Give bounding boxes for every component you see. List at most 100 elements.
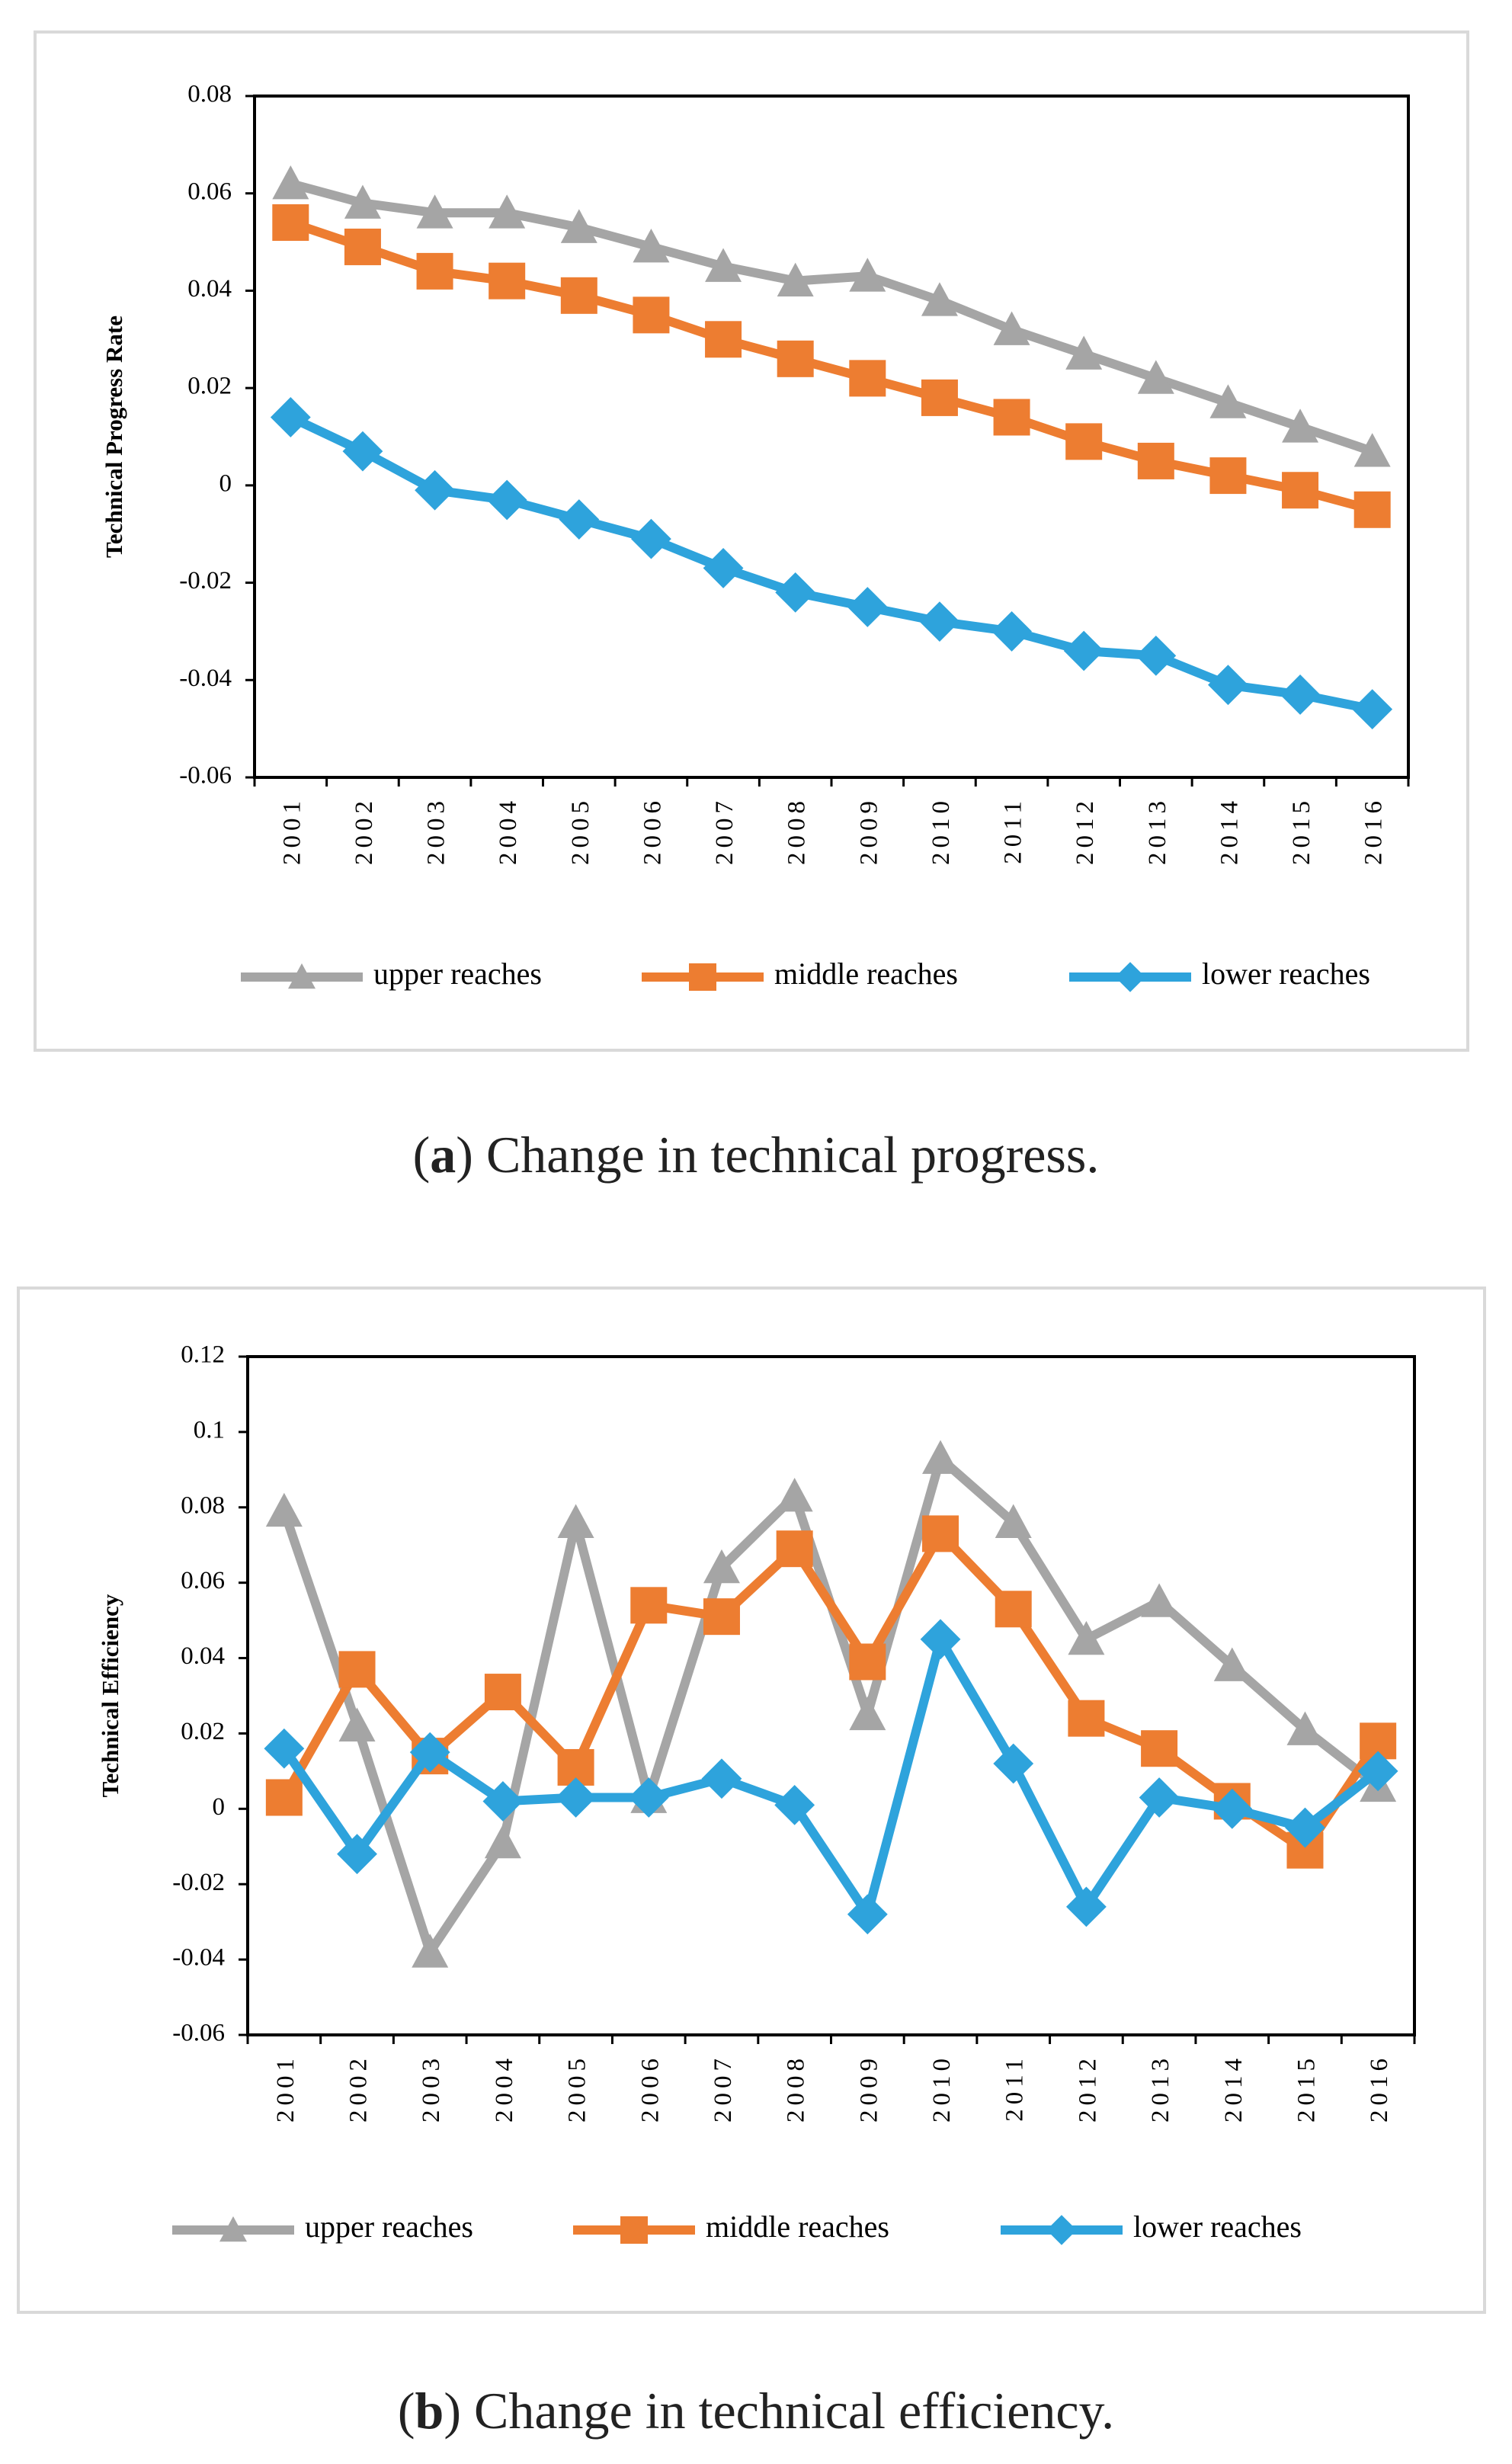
- chart-b-data-point: [337, 1834, 377, 1875]
- chart-a-series-lower-reaches: [270, 397, 1393, 729]
- chart-a-data-point: [1208, 665, 1248, 706]
- chart-b-xtick-label: 2002: [345, 2054, 373, 2123]
- chart-b-xtick-label: 2014: [1220, 2054, 1248, 2123]
- chart-b-series-lower-reaches: [264, 1619, 1398, 1935]
- caption-a: (a) Change in technical progress.: [412, 1126, 1100, 1184]
- chart-a-data-point: [921, 282, 958, 316]
- chart-b-legend-label: lower reaches: [1133, 2209, 1302, 2244]
- chart-a-ytick-label: 0.06: [187, 178, 232, 205]
- chart-b-data-point: [338, 1651, 376, 1688]
- caption-a-text: ) Change in technical progress.: [456, 1126, 1100, 1184]
- caption-b: (b) Change in technical efficiency.: [397, 2382, 1115, 2440]
- chart-a-series-line: [289, 179, 1374, 456]
- chart-b-xtick-label: 2015: [1293, 2054, 1320, 2123]
- chart-a-xtick-label: 2002: [351, 796, 378, 865]
- chart-a-data-point: [1209, 457, 1247, 495]
- chart-a-data-point: [705, 248, 742, 282]
- chart-b-svg: 0.12 0.1 0.08 0.06 0.04 0.02 0 -0.02 -0.04 -0.06 2…: [97, 1341, 1416, 2245]
- chart-b-data-point: [630, 1587, 668, 1624]
- chart-b-data-point: [556, 1777, 596, 1818]
- chart-b-xtick-label: 2013: [1147, 2054, 1174, 2123]
- chart-a-xtick-label: 2016: [1360, 796, 1388, 865]
- chart-b-data-point: [703, 1598, 740, 1636]
- chart-a-legend-item: upper reaches: [241, 956, 542, 991]
- chart-a-data-point: [633, 296, 670, 334]
- chart-a-legend-marker: [288, 963, 316, 989]
- chart-b-ytick-label: -0.02: [172, 1869, 225, 1896]
- chart-b-xtick-label: 2011: [1001, 2054, 1029, 2122]
- caption-a-letter: a: [430, 1126, 456, 1184]
- chart-a-data-point: [921, 379, 958, 416]
- chart-b-data-point: [482, 1781, 524, 1822]
- chart-b-data-point: [703, 1549, 740, 1584]
- chart-b-ytick-label: 0.1: [194, 1416, 225, 1443]
- chart-a-data-point: [560, 209, 597, 243]
- chart-a-series-line: [289, 218, 1374, 514]
- chart-a-data-point: [1282, 472, 1319, 509]
- chart-b-y-axis-title: Technical Efficiency: [97, 1594, 123, 1797]
- chart-a-xtick-label: 2013: [1144, 796, 1171, 865]
- chart-b-legend-label: upper reaches: [305, 2209, 473, 2244]
- chart-a-data-point: [703, 548, 744, 588]
- chart-a-data-point: [489, 262, 526, 300]
- chart-b-data-point: [993, 1743, 1034, 1784]
- chart-b-data-point: [265, 1492, 303, 1527]
- chart-a-data-point: [777, 340, 814, 377]
- chart-a-legend-label: upper reaches: [373, 956, 542, 991]
- chart-a-xtick-label: 2003: [423, 796, 450, 865]
- chart-a-data-point: [631, 518, 671, 559]
- chart-a-xtick-label: 2008: [783, 796, 811, 865]
- chart-a-ytick-label: -0.06: [179, 762, 232, 790]
- chart-b-data-point: [1066, 1886, 1107, 1927]
- chart-b-data-point: [264, 1728, 305, 1769]
- chart-b-data-point: [484, 1824, 521, 1859]
- chart-b-xtick-label: 2007: [710, 2054, 737, 2123]
- chart-b-ytick-label: 0.12: [181, 1341, 225, 1369]
- chart-b-xtick-label: 2005: [564, 2054, 591, 2123]
- chart-a-xtick-label: 2012: [1072, 796, 1099, 865]
- chart-b-data-point: [1285, 1807, 1325, 1848]
- chart-b-ytick-label: 0.06: [181, 1567, 225, 1594]
- chart-b-data-point: [776, 1530, 813, 1568]
- chart-b-series-line: [280, 1453, 1381, 1957]
- chart-a-xtick-label: 2014: [1216, 796, 1243, 865]
- chart-b-ytick-label: 0.08: [181, 1492, 225, 1519]
- chart-b-data-point: [1212, 1788, 1253, 1829]
- chart-a-legend-marker: [1115, 962, 1145, 992]
- chart-a-xtick-label: 2011: [1000, 796, 1027, 864]
- chart-a-data-point: [416, 194, 453, 229]
- chart-a-data-point: [849, 360, 886, 397]
- chart-b-data-point: [1139, 1777, 1180, 1818]
- chart-b-xtick-label: 2008: [783, 2054, 810, 2123]
- chart-b-xtick-label: 2012: [1074, 2054, 1101, 2123]
- chart-a-svg: 0.08 0.06 0.04 0.02 0 -0.02 -0.04 -0.06 2001 2002…: [101, 81, 1410, 992]
- chart-b-xtick-label: 2001: [272, 2054, 300, 2123]
- chart-b-legend-label: middle reaches: [706, 2209, 889, 2244]
- chart-b-data-point: [995, 1504, 1032, 1538]
- chart-a-ytick-label: -0.02: [179, 567, 232, 594]
- chart-b-data-point: [1141, 1583, 1178, 1617]
- chart-a-legend-item: lower reaches: [1069, 956, 1370, 992]
- chart-a-ytick-label: 0.08: [187, 81, 232, 108]
- chart-a-data-point: [847, 587, 888, 627]
- chart-b-xtick-label: 2016: [1366, 2054, 1393, 2123]
- chart-a-data-point: [775, 572, 816, 613]
- chart-a-xtick-label: 2007: [711, 796, 738, 865]
- chart-a-xtick-label: 2005: [567, 796, 594, 865]
- chart-a-data-point: [559, 499, 600, 540]
- caption-b-letter: b: [415, 2382, 444, 2440]
- chart-b-xtick-label: 2009: [855, 2054, 883, 2123]
- chart-a-legend-label: lower reaches: [1202, 956, 1370, 991]
- chart-a-data-point: [991, 611, 1032, 652]
- chart-b-data-point: [628, 1777, 669, 1818]
- chart-a-data-point: [270, 397, 311, 437]
- chart-b-legend-marker: [1046, 2215, 1077, 2245]
- chart-a-data-point: [705, 321, 742, 358]
- chart-a-frame: [34, 30, 1469, 1052]
- chart-b-data-point: [1068, 1700, 1105, 1737]
- chart-b-legend-item: lower reaches: [1001, 2209, 1302, 2245]
- chart-a-data-point: [919, 601, 960, 642]
- chart-a-data-point: [1353, 433, 1391, 467]
- chart-b-series-line: [280, 1634, 1381, 1919]
- chart-a-data-point: [1063, 630, 1104, 671]
